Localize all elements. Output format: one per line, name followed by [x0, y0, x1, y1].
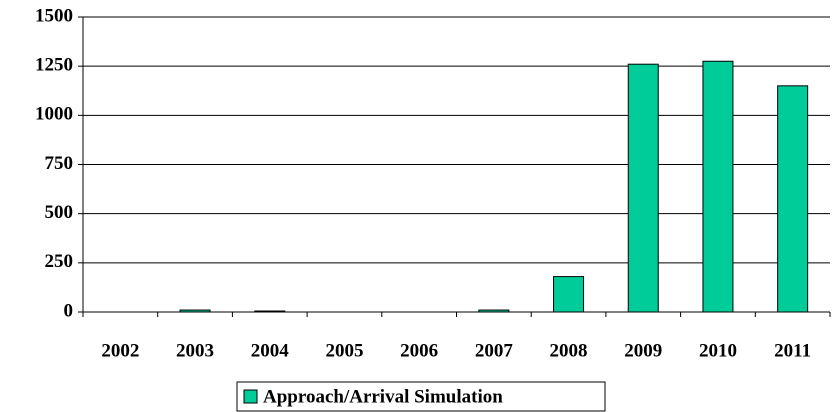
bar [179, 309, 211, 313]
y-tick-label: 250 [45, 251, 74, 272]
y-tick-label: 500 [45, 202, 74, 223]
x-tick-label: 2007 [475, 340, 514, 361]
bar [627, 63, 659, 313]
bar [702, 60, 734, 313]
y-tick-label: 1500 [35, 5, 73, 26]
bar [254, 310, 286, 313]
x-tick-label: 2008 [550, 340, 588, 361]
x-tick-label: 2005 [325, 340, 363, 361]
y-tick-label: 750 [45, 153, 74, 174]
x-tick-label: 2006 [400, 340, 438, 361]
y-tick-label: 1000 [35, 104, 73, 125]
x-tick-label: 2011 [774, 340, 811, 361]
y-tick-label: 0 [64, 300, 74, 321]
y-tick-label: 1250 [35, 55, 73, 76]
bar [553, 276, 585, 313]
x-tick-label: 2010 [699, 340, 737, 361]
legend-swatch [243, 389, 258, 404]
x-tick-label: 2002 [101, 340, 139, 361]
legend-label: Approach/Arrival Simulation [263, 386, 503, 407]
x-tick-label: 2009 [624, 340, 662, 361]
x-tick-label: 2003 [176, 340, 214, 361]
bar [777, 85, 809, 313]
bar [478, 309, 510, 313]
x-tick-label: 2004 [251, 340, 290, 361]
legend-box [236, 381, 606, 412]
